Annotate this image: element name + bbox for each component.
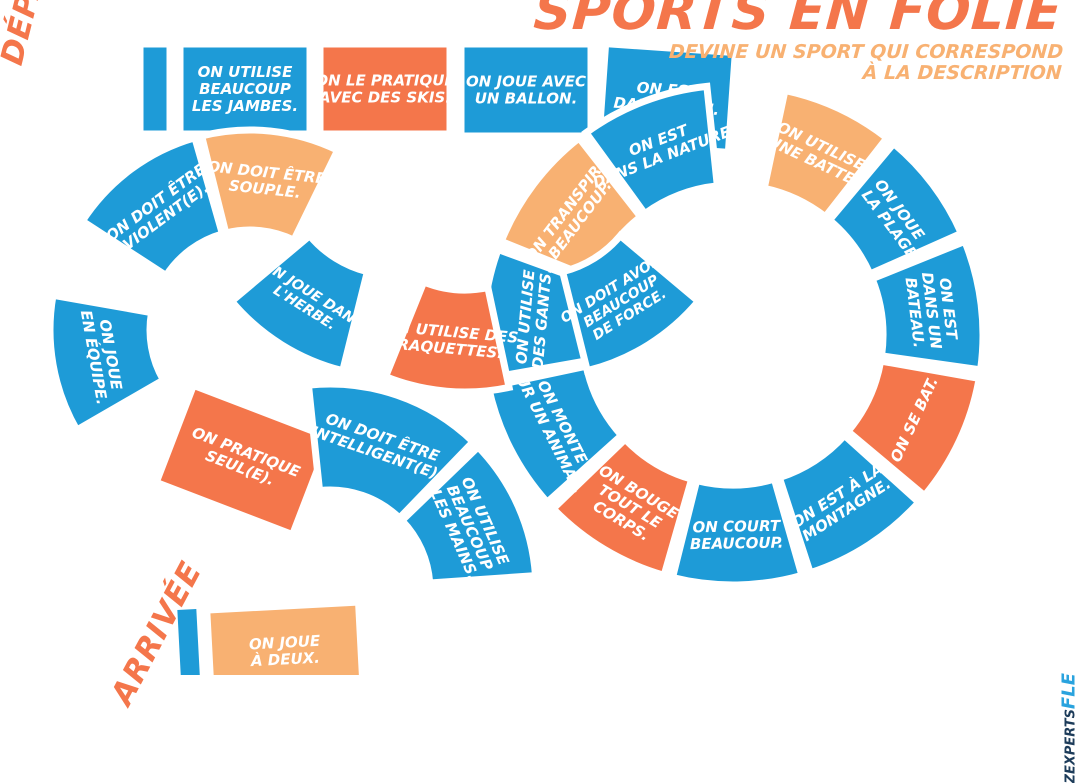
board-tile[interactable]: ON UTILISEUNE BATTE. bbox=[760, 86, 892, 222]
board-tile[interactable]: ON SE BAT. bbox=[842, 356, 984, 501]
tile-shape bbox=[760, 86, 892, 222]
tile-shape bbox=[548, 434, 696, 580]
tile-shape bbox=[867, 236, 987, 374]
board-tile[interactable]: ON JOUEÀ DEUX. bbox=[203, 598, 367, 675]
board-tile[interactable]: ON COURTBEAUCOUP. bbox=[668, 474, 807, 589]
tile-shape bbox=[77, 133, 227, 281]
tile-shape bbox=[668, 474, 807, 589]
board-tile[interactable]: ON JOUEÀ LA PLAGE. bbox=[824, 138, 967, 279]
board-tile[interactable]: ON BOUGETOUT LECORPS. bbox=[548, 434, 696, 580]
board-tile[interactable]: ON DOIT ÊTRESOUPLE. bbox=[197, 126, 343, 245]
board-tile[interactable]: ON PRATIQUESEUL(E). bbox=[151, 380, 335, 540]
board-tile[interactable]: ON UTILISE DESRAQUETTES. bbox=[381, 277, 519, 396]
tile-shape bbox=[396, 441, 540, 587]
board-tile[interactable]: ON DOIT ÊTREINTELLIGENT(E). bbox=[304, 380, 479, 524]
tile-shape bbox=[203, 598, 367, 675]
board-tile[interactable]: ON DOIT ÊTREVIOLENT(E). bbox=[77, 133, 227, 281]
tile-label: ON LE PRATIQUE AVEC DES SKIS. bbox=[315, 71, 455, 106]
board-tile[interactable]: ON JOUE DANSL'HERBE. bbox=[226, 230, 372, 375]
tile-shape bbox=[151, 380, 335, 540]
tile-shape bbox=[197, 126, 343, 245]
board-tile[interactable] bbox=[136, 40, 174, 138]
tile-label: ON ESTDANS UNBATEAU. bbox=[902, 269, 963, 353]
game-board: ON UTILISE BEAUCOUP LES JAMBES. ON LE PRATI… bbox=[46, 39, 987, 675]
tiles-layer: ON UTILISE BEAUCOUP LES JAMBES. ON LE PRATI… bbox=[46, 39, 987, 675]
board-tile[interactable]: ON ESTDANS UNBATEAU. bbox=[867, 236, 987, 374]
board-tile[interactable]: ON UTILISE BEAUCOUP LES JAMBES. bbox=[176, 40, 314, 138]
tile-shape bbox=[304, 380, 479, 524]
brand-logo-accent: FLE bbox=[1058, 673, 1079, 710]
tile-shape bbox=[316, 40, 454, 138]
board-tile[interactable]: ON TRANSPIREBEAUCOUP. bbox=[496, 133, 646, 284]
tile-shape bbox=[381, 277, 514, 396]
board-tile[interactable]: ON JOUE AVEC UN BALLON. bbox=[457, 40, 595, 140]
tile-shape bbox=[136, 40, 174, 138]
tile-label: ON JOUE AVEC UN BALLON. bbox=[466, 72, 586, 107]
board-tile[interactable]: ON LE PRATIQUE AVEC DES SKIS. bbox=[315, 40, 455, 138]
board-tile[interactable]: ON UTILISEBEAUCOUPLES MAINS. bbox=[396, 441, 540, 587]
tile-shape bbox=[581, 82, 722, 219]
board-tile[interactable] bbox=[169, 601, 209, 675]
board-tile[interactable]: ON MONTESUR UN ANIMAL. bbox=[484, 355, 627, 508]
board-tile[interactable]: ON EST À LAMONTAGNE. bbox=[774, 430, 924, 578]
board-tile[interactable]: ON DOIT AVOIRBEAUCOUPDE FORCE. bbox=[558, 230, 704, 375]
tile-shape bbox=[226, 230, 372, 375]
board-tile[interactable]: ON JOUEEN ÉQUIPE. bbox=[46, 291, 169, 435]
tile-shape bbox=[46, 291, 169, 435]
tile-label: ON UTILISE BEAUCOUP LES JAMBES. bbox=[192, 63, 298, 115]
tile-label: ON JOUEÀ DEUX. bbox=[248, 631, 322, 670]
tile-shape bbox=[558, 230, 704, 375]
tile-label: ON COURTBEAUCOUP. bbox=[689, 516, 783, 552]
tile-shape bbox=[824, 138, 967, 279]
tile-shape bbox=[842, 356, 984, 501]
credits-text: FICHE RÉALISÉE PAR DIAKHA SIDY - LES ZEX… bbox=[1074, 352, 1080, 652]
board-tile[interactable]: ON ESTDANS LA NATURE. bbox=[581, 82, 738, 219]
tile-shape bbox=[457, 40, 595, 140]
brand-logo: ZEXPERTSFLE bbox=[1058, 673, 1079, 783]
tile-shape bbox=[169, 601, 209, 675]
brand-logo-main: ZEXPERTS bbox=[1063, 709, 1078, 783]
tile-shape bbox=[774, 430, 924, 578]
